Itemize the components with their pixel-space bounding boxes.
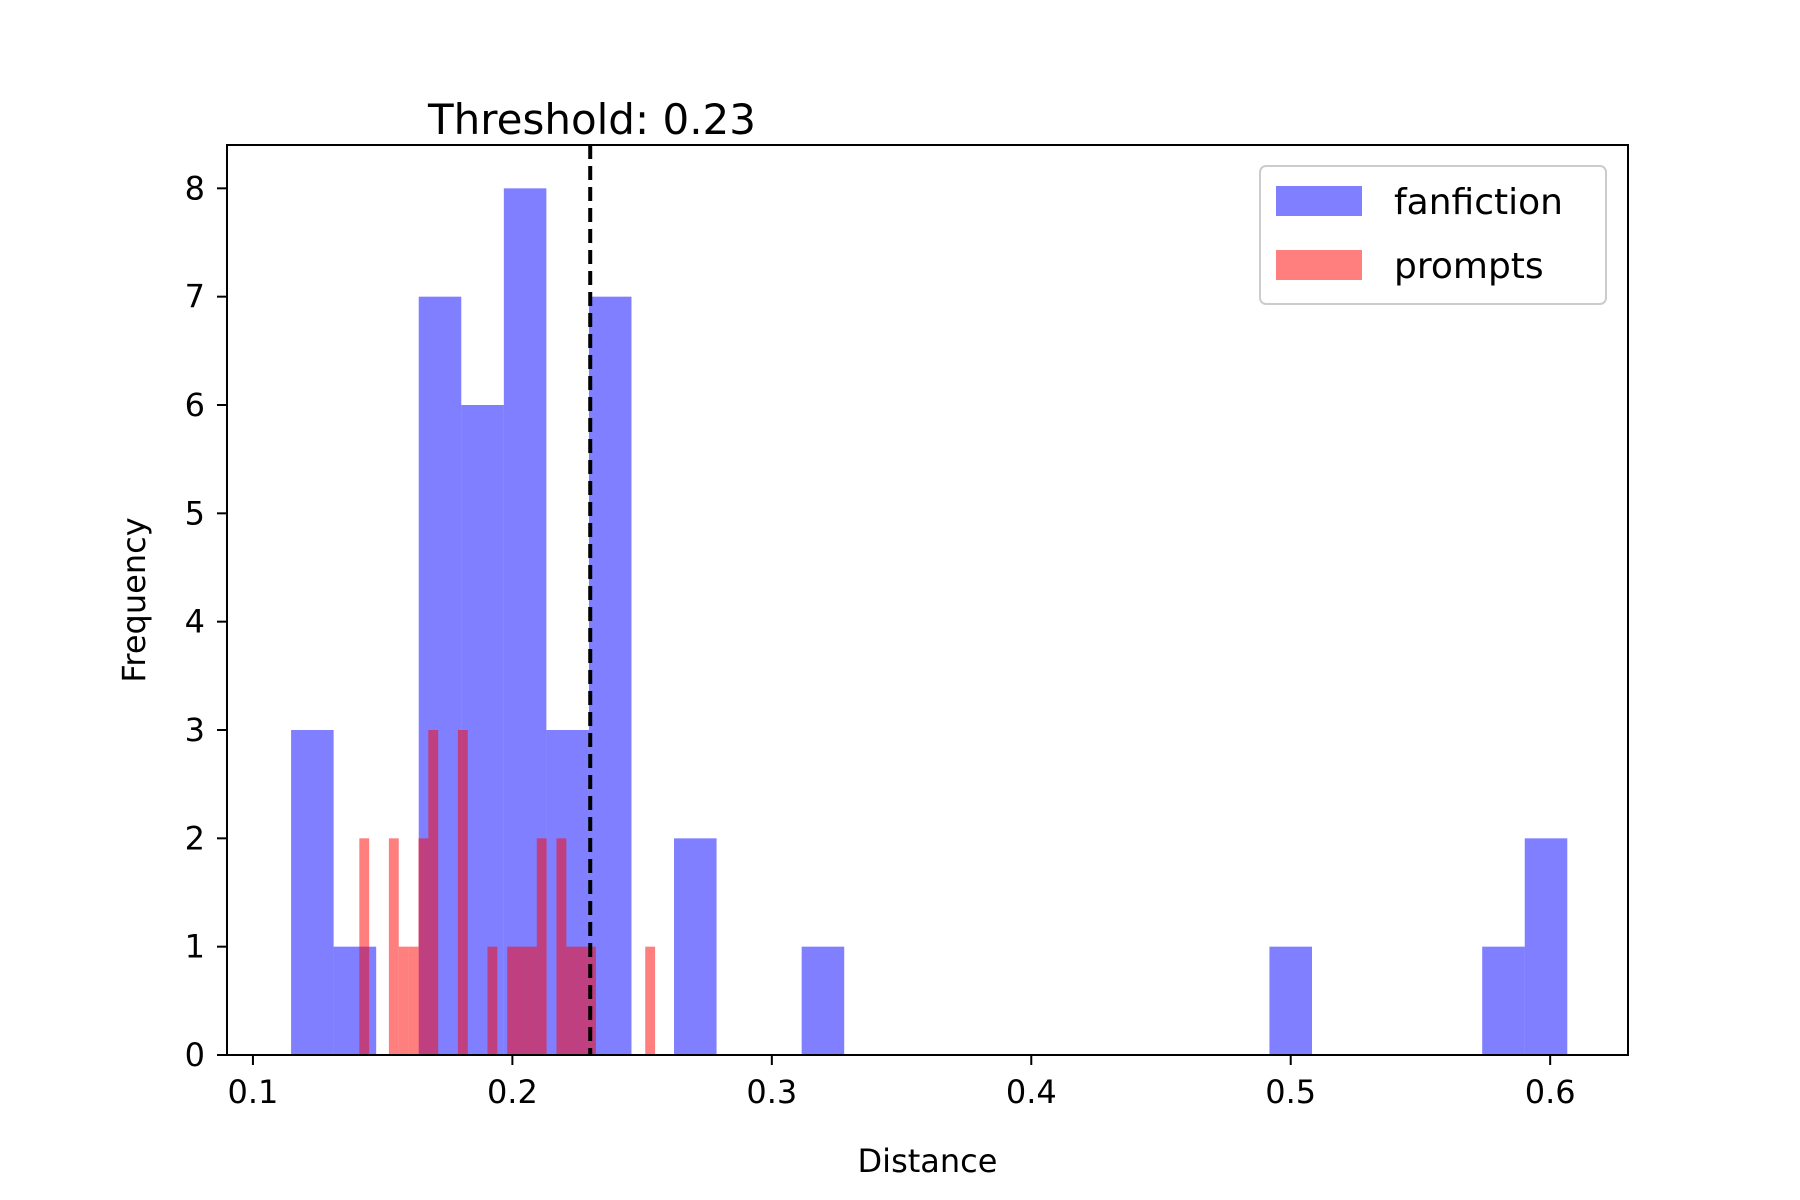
fanfiction-bars xyxy=(291,188,1568,1056)
legend-label-fanfiction: fanfiction xyxy=(1394,182,1563,223)
fanfiction-bar-0 xyxy=(291,730,334,1055)
y-axis-label: Frequency xyxy=(115,517,153,682)
fanfiction-bar-12 xyxy=(801,946,845,1055)
prompts-bar-5 xyxy=(418,838,429,1055)
prompts-bar-4 xyxy=(408,946,419,1055)
prompts-bar-16 xyxy=(586,946,596,1055)
legend: fanfiction prompts xyxy=(1259,165,1607,305)
x-tick-label: 0.3 xyxy=(746,1073,797,1111)
x-axis-ticks: 0.1 0.2 0.3 0.4 0.5 0.6 xyxy=(227,1055,1576,1111)
legend-swatch-prompts xyxy=(1276,250,1362,280)
x-tick-label: 0.4 xyxy=(1006,1073,1057,1111)
x-axis-label: Distance xyxy=(858,1142,998,1180)
y-tick-label: 4 xyxy=(185,603,205,641)
y-tick-label: 6 xyxy=(185,386,205,424)
fanfiction-bar-14 xyxy=(1482,946,1525,1055)
prompts-bar-14 xyxy=(566,946,577,1055)
x-tick-label: 0.6 xyxy=(1525,1073,1576,1111)
prompts-bar-12 xyxy=(536,838,547,1055)
chart-title: Threshold: 0.23 xyxy=(427,95,756,144)
prompts-bar-8 xyxy=(487,946,498,1055)
fanfiction-bar-7 xyxy=(588,296,632,1056)
fanfiction-bar-15 xyxy=(1524,838,1568,1055)
prompts-bars xyxy=(359,730,656,1055)
x-tick-label: 0.5 xyxy=(1265,1073,1316,1111)
x-tick-label: 0.2 xyxy=(487,1073,538,1111)
y-tick-label: 8 xyxy=(185,169,205,207)
prompts-bar-15 xyxy=(576,946,587,1055)
y-tick-label: 7 xyxy=(185,278,205,316)
prompts-bar-2 xyxy=(388,838,399,1055)
x-tick-label: 0.1 xyxy=(227,1073,278,1111)
y-tick-label: 3 xyxy=(185,711,205,749)
prompts-bar-7 xyxy=(457,730,468,1055)
y-tick-label: 0 xyxy=(185,1036,205,1074)
prompts-bar-13 xyxy=(556,838,567,1055)
prompts-bar-11 xyxy=(526,946,537,1055)
prompts-bar-9 xyxy=(507,946,518,1055)
y-tick-label: 5 xyxy=(185,494,205,532)
prompts-bar-17 xyxy=(645,946,656,1055)
prompts-bar-3 xyxy=(398,946,409,1055)
fanfiction-bar-9 xyxy=(674,838,717,1055)
legend-swatch-fanfiction xyxy=(1276,186,1362,216)
prompts-bar-0 xyxy=(359,838,370,1055)
y-tick-label: 2 xyxy=(185,819,205,857)
fanfiction-bar-1 xyxy=(333,946,377,1055)
legend-label-prompts: prompts xyxy=(1394,246,1544,287)
prompts-bar-6 xyxy=(428,730,439,1055)
y-tick-label: 1 xyxy=(185,928,205,966)
fanfiction-bar-13 xyxy=(1269,946,1312,1055)
prompts-bar-10 xyxy=(517,946,527,1055)
plot-frame xyxy=(226,144,1629,1056)
y-axis-ticks: 0 1 2 3 4 5 6 7 8 xyxy=(185,169,227,1074)
